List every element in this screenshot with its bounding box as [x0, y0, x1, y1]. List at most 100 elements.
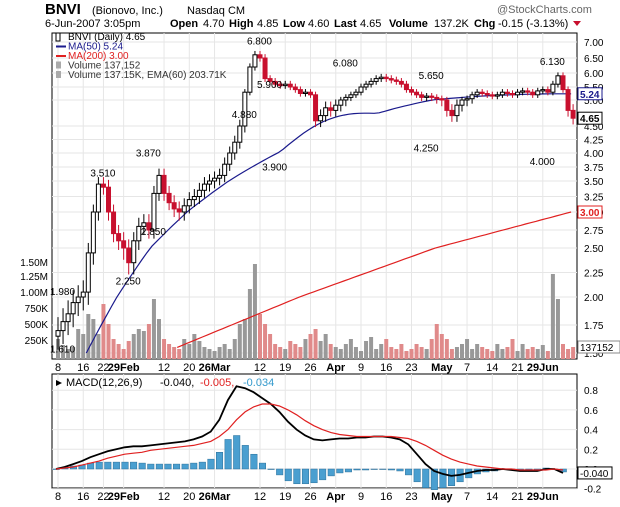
candle-body	[267, 78, 273, 82]
candle-body	[136, 225, 142, 242]
volume-bar	[303, 339, 308, 359]
macd-x-tick: May	[431, 491, 453, 503]
candle-body	[166, 192, 172, 204]
macd-tick-label: 0.8	[584, 386, 598, 397]
volume-bar	[404, 351, 409, 359]
price-x-tick: 19	[279, 362, 291, 374]
candle-body	[570, 109, 576, 119]
volume-bar	[500, 349, 505, 359]
volume-bar	[121, 349, 126, 359]
volume-bar	[323, 334, 328, 359]
volume-bar	[192, 334, 197, 359]
candle-body	[272, 80, 278, 85]
price-x-tick: 29Jun	[527, 362, 559, 374]
volume-bar	[111, 339, 116, 359]
legend-swatch	[56, 71, 61, 78]
macd-x-tick: 20	[183, 491, 195, 503]
candle-body	[353, 91, 359, 96]
volume-bar	[318, 341, 323, 359]
macd-histogram-bar	[181, 463, 189, 470]
macd-histogram-bar	[138, 462, 146, 470]
price-x-tick: 20	[183, 362, 195, 374]
macd-histogram-bar	[336, 468, 344, 474]
candle-body	[510, 93, 515, 96]
candle-body	[201, 183, 207, 191]
volume-bar	[288, 341, 293, 359]
macd-tick-label: 0.6	[584, 406, 598, 417]
volume-bar	[298, 347, 303, 359]
candle-body	[121, 240, 127, 249]
candle-body	[525, 90, 531, 93]
candle-body	[222, 163, 228, 176]
price-x-tick: 26Mar	[199, 362, 232, 374]
candle-body	[212, 177, 218, 182]
volume-bar	[449, 349, 454, 359]
price-badge-box	[577, 205, 603, 219]
candle-body	[393, 79, 399, 82]
macd-histogram-bar	[147, 463, 155, 470]
high-value: 4.85	[257, 18, 278, 30]
price-x-tick: 9	[358, 362, 364, 374]
candle-body	[156, 174, 162, 194]
candle-body	[434, 96, 440, 100]
volume-bar	[197, 341, 202, 359]
macd-histogram-bar	[112, 461, 120, 470]
macd-x-tick: 12	[158, 491, 170, 503]
price-x-tick: 12	[158, 362, 170, 374]
candle-body	[313, 94, 319, 122]
macd-x-tick: 9	[358, 491, 364, 503]
macd-x-tick: 29Jun	[527, 491, 559, 503]
macd-x-tick: 8	[55, 491, 61, 503]
candle-body	[449, 109, 455, 117]
price-x-tick: 23	[405, 362, 417, 374]
volume-bar	[535, 349, 540, 359]
price-annotation: 2.250	[116, 277, 141, 288]
candle-body	[151, 192, 157, 231]
price-tick-label: 3.75	[584, 163, 604, 174]
volume-bar	[520, 344, 525, 359]
volume-bar	[555, 299, 560, 359]
macd-histogram-bar	[344, 468, 352, 473]
macd-histogram-bar	[430, 468, 438, 490]
source-label: @StockCharts.com	[497, 4, 592, 16]
price-annotation: 3.900	[262, 163, 287, 174]
legend-swatch	[55, 32, 61, 42]
macd-x-tick: 16	[77, 491, 89, 503]
macd-histogram-bar	[405, 468, 413, 476]
volume-bar	[465, 339, 470, 359]
candle-body	[161, 174, 167, 194]
macd-histogram-bar	[396, 468, 404, 472]
candle-body	[530, 91, 536, 96]
candle-body	[287, 83, 293, 88]
volume-tick-label: 1.00M	[20, 288, 48, 299]
volume-bar	[172, 347, 177, 359]
macd-tick-label: -0.2	[584, 485, 602, 496]
candle-body	[409, 89, 414, 93]
price-badge: 5.24	[580, 90, 600, 101]
volume-bar	[424, 349, 429, 359]
candle-body	[373, 78, 379, 82]
price-tick-label: 4.00	[584, 149, 604, 160]
macd-histogram-bar	[104, 461, 112, 470]
price-annotation: 5.900	[257, 80, 282, 91]
volume-bar	[217, 347, 222, 359]
candle-body	[499, 91, 505, 96]
volume-bar	[343, 344, 348, 359]
candle-body	[237, 125, 243, 143]
price-annotation: 1.610	[50, 345, 75, 356]
candle-body	[95, 183, 101, 213]
volume-bar	[237, 324, 242, 359]
volume-bar	[308, 334, 313, 359]
volume-bar	[151, 299, 156, 359]
volume-bar	[545, 351, 550, 359]
macd-x-tick: 29Feb	[108, 491, 140, 503]
candle-body	[116, 233, 122, 242]
volume-bar	[338, 349, 343, 359]
volume-bar	[429, 339, 434, 359]
candle-body	[242, 91, 248, 127]
candle-body	[343, 96, 349, 101]
candle-body	[429, 95, 435, 98]
volume-bar	[540, 345, 545, 359]
price-x-tick: 29Feb	[108, 362, 140, 374]
